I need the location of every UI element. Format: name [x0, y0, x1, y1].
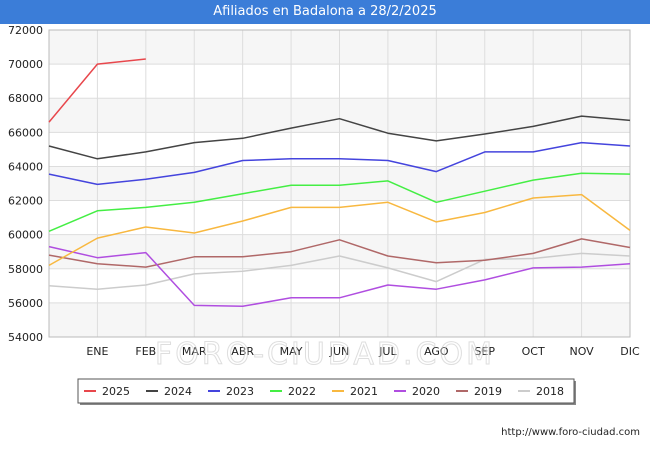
plot-border	[48, 29, 631, 338]
y-tick-label: 58000	[8, 263, 43, 276]
x-tick-label: DIC	[620, 345, 640, 358]
y-tick-label: 70000	[8, 58, 43, 71]
y-tick-label: 56000	[8, 297, 43, 310]
chart-title: Afiliados en Badalona a 28/2/2025	[213, 4, 437, 19]
x-tick-label: MAR	[182, 345, 207, 358]
y-tick-label: 66000	[8, 126, 43, 139]
series-line-2022	[48, 172, 631, 232]
y-tick-label: 60000	[8, 229, 43, 242]
series-line-2021	[48, 193, 631, 267]
x-tick-label: JUL	[378, 345, 397, 358]
source-url: http://www.foro-ciudad.com	[501, 427, 640, 438]
legend-box	[77, 378, 575, 404]
legend-label-2022: 2022	[288, 385, 316, 398]
legend-label-2023: 2023	[226, 385, 254, 398]
x-tick-label: OCT	[522, 345, 545, 358]
legend-label-2025: 2025	[102, 385, 130, 398]
series-line-2025	[48, 58, 146, 123]
watermark: FORO-CIUDAD.COM	[155, 337, 495, 372]
x-tick-label: FEB	[135, 345, 156, 358]
series-line-2023	[48, 141, 631, 186]
x-axis-ticks: ENE FEB MAR ABR MAY JUN JUL AGO SEP OCT NOV DIC	[86, 345, 640, 358]
series-line-2024	[48, 115, 631, 160]
legend-label-2019: 2019	[474, 385, 502, 398]
x-tick-label: MAY	[280, 345, 303, 358]
legend-label-2024: 2024	[164, 385, 192, 398]
x-tick-label: SEP	[474, 345, 495, 358]
y-tick-label: 54000	[8, 331, 43, 344]
x-tick-label: JUN	[329, 345, 350, 358]
series-lines	[48, 58, 631, 308]
title-bar: Afiliados en Badalona a 28/2/2025	[0, 0, 650, 24]
x-tick-label: ABR	[231, 345, 254, 358]
series-line-2019	[48, 238, 631, 268]
y-tick-label: 64000	[8, 160, 43, 173]
legend: 2025 2024 2023 2022 2021 2020 2019 2018	[77, 378, 576, 405]
x-tick-label: NOV	[569, 345, 594, 358]
y-axis-ticks: 54000 56000 58000 60000 62000 64000 66000 68000…	[8, 24, 43, 344]
legend-label-2020: 2020	[412, 385, 440, 398]
grid-lines	[48, 29, 631, 338]
series-line-2018	[48, 252, 631, 290]
x-tick-label: AGO	[424, 345, 449, 358]
legend-label-2018: 2018	[536, 385, 564, 398]
legend-label-2021: 2021	[350, 385, 378, 398]
y-tick-label: 72000	[8, 24, 43, 37]
y-tick-label: 62000	[8, 195, 43, 208]
x-tick-label: ENE	[86, 345, 108, 358]
y-tick-label: 68000	[8, 92, 43, 105]
series-line-2020	[48, 245, 631, 308]
